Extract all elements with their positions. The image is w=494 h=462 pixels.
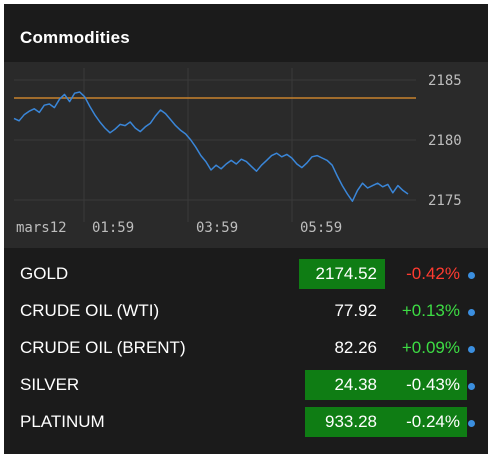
- commodity-row-platinum[interactable]: PLATINUM 933.28 -0.24%: [4, 404, 488, 441]
- commodity-price: 933.28: [325, 412, 377, 431]
- x-tick-label: 05:59: [300, 220, 342, 236]
- x-tick-label: 03:59: [196, 220, 238, 236]
- widget-header: Commodities: [4, 4, 488, 62]
- blue-dot-icon[interactable]: [468, 420, 475, 427]
- blue-dot-icon[interactable]: [468, 309, 475, 316]
- commodity-row-crude-oil-wti[interactable]: CRUDE OIL (WTI) 77.92 +0.13%: [4, 293, 488, 330]
- commodities-list: GOLD 2174.52 -0.42% CRUDE OIL (WTI) 77.92 +0.…: [4, 256, 488, 441]
- y-tick-label: 2180: [428, 133, 462, 149]
- commodity-name: CRUDE OIL (WTI): [20, 301, 160, 320]
- commodity-name: SILVER: [20, 375, 80, 394]
- change-highlight: [305, 407, 467, 437]
- commodity-name: PLATINUM: [20, 412, 105, 431]
- widget-title: Commodities: [20, 28, 130, 47]
- commodity-name: GOLD: [20, 264, 69, 283]
- commodity-price: 24.38: [334, 375, 377, 394]
- commodity-row-gold[interactable]: GOLD 2174.52 -0.42%: [4, 256, 488, 293]
- commodity-row-crude-oil-brent[interactable]: CRUDE OIL (BRENT) 82.26 +0.09%: [4, 330, 488, 367]
- commodity-name: CRUDE OIL (BRENT): [20, 338, 186, 357]
- price-chart[interactable]: 2185 2180 2175 mars12 01:59 03:59 05:59: [4, 62, 488, 248]
- blue-dot-icon[interactable]: [468, 383, 475, 390]
- commodity-price: 82.26: [334, 338, 377, 357]
- chart-background: [4, 62, 488, 248]
- blue-dot-icon[interactable]: [468, 272, 475, 279]
- commodities-widget: Commodities 2185 2180 2175 mars12 01:59 03:59…: [4, 4, 488, 454]
- y-tick-label: 2175: [428, 193, 462, 209]
- price-highlight: [299, 259, 385, 289]
- commodity-change: -0.43%: [406, 375, 460, 394]
- x-tick-label: mars12: [16, 220, 67, 236]
- commodity-price: 77.92: [334, 301, 377, 320]
- price-chart-svg: 2185 2180 2175 mars12 01:59 03:59 05:59: [4, 62, 488, 248]
- x-tick-label: 01:59: [92, 220, 134, 236]
- blue-dot-icon[interactable]: [468, 346, 475, 353]
- commodity-change: -0.24%: [406, 412, 460, 431]
- series-line: [13, 91, 409, 202]
- commodity-price: 2174.52: [315, 264, 377, 283]
- commodity-change: -0.42%: [406, 264, 460, 283]
- y-tick-label: 2185: [428, 73, 462, 89]
- commodity-row-silver[interactable]: SILVER 24.38 -0.43%: [4, 367, 488, 404]
- change-highlight: [305, 370, 467, 400]
- commodity-change: +0.09%: [401, 338, 460, 357]
- commodity-change: +0.13%: [401, 301, 460, 320]
